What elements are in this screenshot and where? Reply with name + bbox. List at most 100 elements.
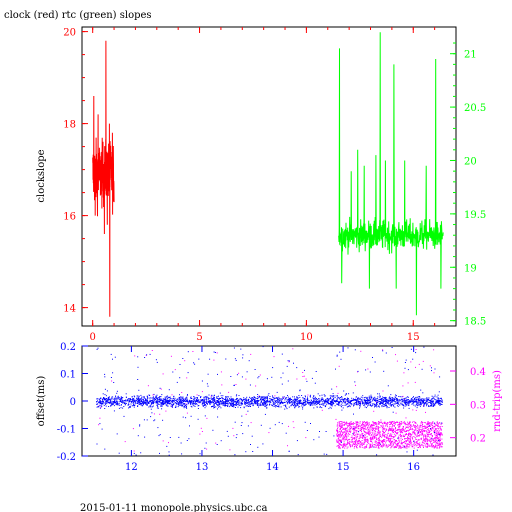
offset-point bbox=[338, 403, 340, 405]
rnd-trip-point bbox=[437, 428, 439, 429]
offset-point bbox=[234, 421, 236, 423]
offset-point bbox=[311, 400, 313, 402]
rnd-trip-point bbox=[414, 425, 416, 427]
offset-point bbox=[278, 401, 280, 402]
rnd-trip-point bbox=[434, 424, 436, 426]
rnd-trip-point bbox=[440, 443, 442, 445]
offset-point bbox=[352, 400, 354, 401]
offset-point bbox=[105, 405, 107, 407]
rnd-trip-point bbox=[426, 432, 428, 434]
rnd-trip-point bbox=[340, 423, 342, 425]
offset-point bbox=[380, 399, 382, 401]
offset-point bbox=[99, 423, 101, 425]
offset-point bbox=[193, 398, 195, 400]
rnd-trip-point bbox=[424, 441, 426, 443]
rnd-trip-point bbox=[345, 439, 347, 441]
offset-point bbox=[176, 401, 178, 403]
rnd-trip-point bbox=[377, 440, 379, 442]
rnd-trip-point bbox=[426, 427, 427, 429]
offset-point bbox=[338, 401, 340, 403]
offset-point bbox=[272, 401, 274, 403]
offset-point bbox=[188, 438, 190, 440]
rnd-trip-point bbox=[415, 421, 417, 423]
offset-point bbox=[342, 400, 344, 402]
offset-point bbox=[217, 416, 219, 418]
offset-point bbox=[357, 400, 359, 402]
offset-point bbox=[426, 403, 428, 405]
offset-point bbox=[212, 429, 214, 431]
rnd-trip-point bbox=[368, 428, 370, 430]
offset-point bbox=[174, 399, 176, 401]
offset-point bbox=[194, 405, 196, 407]
rnd-trip-point bbox=[359, 428, 361, 430]
rnd-trip-point bbox=[398, 442, 400, 444]
rnd-trip-point bbox=[419, 444, 421, 445]
offset-point bbox=[322, 398, 324, 400]
offset-point bbox=[116, 390, 118, 392]
rnd-trip-point bbox=[345, 432, 347, 434]
offset-point bbox=[121, 399, 123, 401]
rnd-trip-point bbox=[437, 426, 439, 428]
rnd-trip-point bbox=[422, 422, 424, 423]
rnd-trip-point bbox=[426, 443, 428, 445]
rnd-trip-point bbox=[397, 432, 399, 434]
offset-point bbox=[402, 400, 404, 402]
offset-point bbox=[344, 394, 346, 396]
offset-point bbox=[418, 404, 420, 406]
offset-point bbox=[356, 400, 358, 402]
rnd-trip-point bbox=[411, 445, 413, 447]
offset-point bbox=[389, 400, 391, 402]
rnd-trip-point bbox=[402, 395, 404, 397]
rnd-trip-point bbox=[388, 429, 389, 431]
rnd-trip-point bbox=[364, 434, 366, 435]
offset-point bbox=[123, 415, 125, 417]
offset-point bbox=[408, 402, 410, 404]
rnd-trip-point bbox=[400, 433, 401, 435]
offset-point bbox=[439, 403, 441, 405]
offset-point bbox=[314, 402, 316, 404]
offset-point bbox=[210, 401, 212, 403]
rnd-trip-point bbox=[371, 439, 373, 441]
offset-point bbox=[411, 403, 413, 405]
offset-point bbox=[385, 403, 386, 405]
top-left-tick-label: 16 bbox=[63, 212, 76, 223]
rnd-trip-point bbox=[386, 434, 388, 436]
offset-point bbox=[118, 403, 120, 405]
rnd-trip-point bbox=[367, 424, 369, 426]
rnd-trip-point bbox=[389, 435, 391, 437]
offset-point bbox=[385, 399, 386, 401]
rnd-trip-point bbox=[410, 425, 412, 426]
offset-point bbox=[166, 445, 168, 447]
offset-point bbox=[259, 396, 261, 398]
offset-point bbox=[254, 400, 256, 402]
offset-point bbox=[184, 400, 186, 402]
offset-point bbox=[319, 404, 320, 406]
offset-point bbox=[234, 384, 235, 386]
offset-point bbox=[414, 397, 415, 399]
rnd-trip-point bbox=[376, 401, 378, 403]
offset-point bbox=[236, 398, 238, 400]
offset-point bbox=[174, 397, 176, 399]
offset-point bbox=[390, 405, 392, 406]
rnd-trip-point bbox=[360, 427, 362, 428]
offset-point bbox=[432, 404, 434, 406]
offset-point bbox=[386, 402, 388, 404]
offset-point bbox=[179, 402, 180, 404]
offset-point bbox=[260, 397, 262, 399]
rnd-trip-point bbox=[366, 438, 368, 440]
offset-point bbox=[429, 401, 430, 403]
offset-point bbox=[411, 400, 413, 402]
top-right-tick-label: 21 bbox=[464, 50, 477, 61]
rnd-trip-point bbox=[393, 422, 395, 424]
offset-point bbox=[157, 403, 159, 405]
offset-point bbox=[244, 402, 246, 404]
offset-point bbox=[273, 404, 275, 406]
offset-point bbox=[112, 372, 114, 374]
offset-point bbox=[440, 422, 442, 424]
offset-point bbox=[156, 361, 158, 363]
offset-point bbox=[269, 403, 271, 405]
offset-point bbox=[163, 400, 164, 402]
offset-point bbox=[397, 437, 399, 439]
rnd-trip-point bbox=[386, 426, 388, 428]
offset-point bbox=[341, 441, 342, 443]
